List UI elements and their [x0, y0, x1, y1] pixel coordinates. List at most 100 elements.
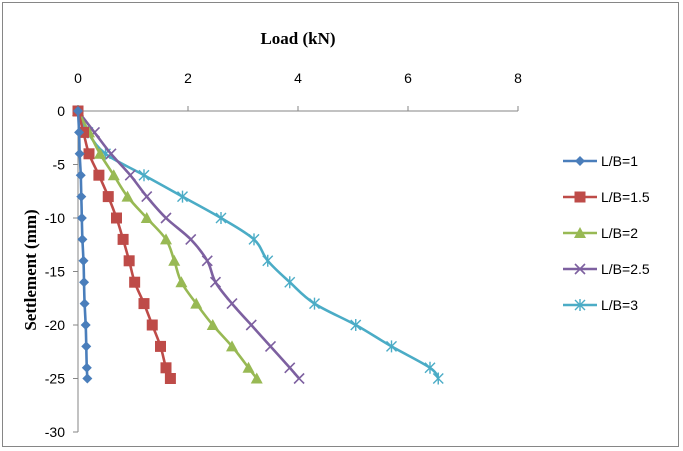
legend-marker	[574, 299, 586, 311]
plot-area	[72, 105, 444, 385]
legend-item: L/B=1.5	[563, 189, 650, 205]
data-point	[309, 297, 320, 310]
legend-item: L/B=2.5	[563, 261, 650, 277]
data-point	[121, 190, 134, 202]
data-point	[146, 319, 158, 331]
legend-label: L/B=1	[601, 153, 638, 169]
series-line	[76, 110, 440, 380]
data-point	[175, 276, 188, 288]
data-point	[160, 233, 172, 245]
data-point	[284, 276, 296, 289]
data-point	[350, 319, 362, 331]
data-point	[129, 276, 141, 288]
data-point	[284, 362, 296, 374]
data-point	[79, 277, 90, 288]
data-point	[79, 298, 90, 309]
data-point	[74, 148, 85, 159]
data-point	[80, 320, 91, 330]
data-point	[209, 276, 222, 288]
data-point	[138, 169, 150, 182]
data-point	[107, 169, 120, 181]
data-point	[123, 255, 135, 267]
data-point	[250, 372, 263, 384]
data-point	[245, 319, 257, 331]
legend-marker	[574, 263, 586, 275]
x-tick-label: 6	[404, 70, 412, 86]
data-point	[73, 106, 83, 116]
data-point	[160, 212, 172, 224]
y-tick-label: -20	[45, 317, 65, 333]
data-point	[76, 213, 87, 223]
data-point	[168, 254, 181, 266]
x-tick-label: 8	[514, 70, 522, 86]
data-point	[262, 254, 274, 267]
data-point	[138, 298, 150, 310]
data-point	[111, 212, 122, 224]
data-point	[424, 361, 436, 374]
data-point	[102, 191, 114, 203]
data-point	[94, 147, 106, 159]
data-point	[432, 372, 444, 385]
data-point	[75, 170, 86, 181]
legend-marker	[574, 191, 586, 203]
data-point	[83, 148, 95, 160]
data-point	[248, 233, 260, 246]
data-point	[140, 212, 153, 223]
data-point	[264, 340, 277, 352]
data-point	[117, 233, 129, 245]
data-point	[76, 191, 87, 202]
axes: 0 2 4 6 8 0 -5 -10 -15 -20 -25 -30	[45, 70, 522, 440]
data-point	[226, 340, 238, 352]
data-point	[177, 190, 188, 203]
data-point	[293, 372, 305, 385]
series-2	[72, 105, 263, 384]
chart-frame	[2, 2, 679, 447]
legend: L/B=1 L/B=1.5 L/B=2 L/B=2.5 L/B=3	[563, 153, 650, 313]
y-axis-title: Settlement (mm)	[21, 209, 40, 330]
x-tick-label: 4	[294, 70, 302, 86]
data-point	[82, 373, 93, 384]
y-tick-label: -10	[45, 210, 65, 226]
data-point	[201, 255, 213, 267]
series-line	[76, 110, 301, 380]
data-point	[185, 233, 197, 245]
data-point	[160, 362, 172, 374]
y-tick-label: -5	[53, 157, 66, 173]
series-3	[72, 105, 305, 385]
data-point	[242, 361, 255, 373]
data-point	[206, 319, 219, 330]
data-point	[78, 255, 89, 266]
x-tick-label: 2	[184, 70, 192, 86]
legend-marker	[574, 227, 586, 238]
data-point	[105, 148, 117, 160]
data-point	[93, 169, 105, 181]
data-point	[124, 169, 136, 181]
y-tick-label: 0	[57, 103, 65, 119]
legend-item: L/B=3	[563, 297, 638, 313]
data-point	[155, 340, 166, 352]
series-1	[72, 105, 176, 384]
data-point	[74, 127, 85, 138]
legend-label: L/B=3	[601, 297, 638, 313]
legend-label: L/B=2.5	[601, 261, 650, 277]
data-point	[81, 341, 92, 352]
data-point	[190, 297, 203, 309]
data-point	[77, 234, 88, 245]
data-point	[81, 362, 92, 373]
legend-item: L/B=2	[563, 225, 638, 241]
legend-label: L/B=1.5	[601, 189, 650, 205]
y-tick-label: -15	[45, 264, 65, 280]
data-point	[215, 212, 227, 224]
x-tick-label: 0	[74, 70, 82, 86]
legend-item: L/B=1	[563, 153, 638, 169]
data-point	[164, 373, 176, 384]
y-tick-label: -25	[45, 371, 65, 387]
legend-marker	[575, 156, 585, 166]
legend-label: L/B=2	[601, 225, 638, 241]
series-0	[73, 106, 93, 384]
x-axis-title: Load (kN)	[260, 29, 335, 48]
data-point	[226, 298, 238, 310]
data-point	[141, 191, 153, 203]
y-tick-label: -30	[45, 424, 65, 440]
